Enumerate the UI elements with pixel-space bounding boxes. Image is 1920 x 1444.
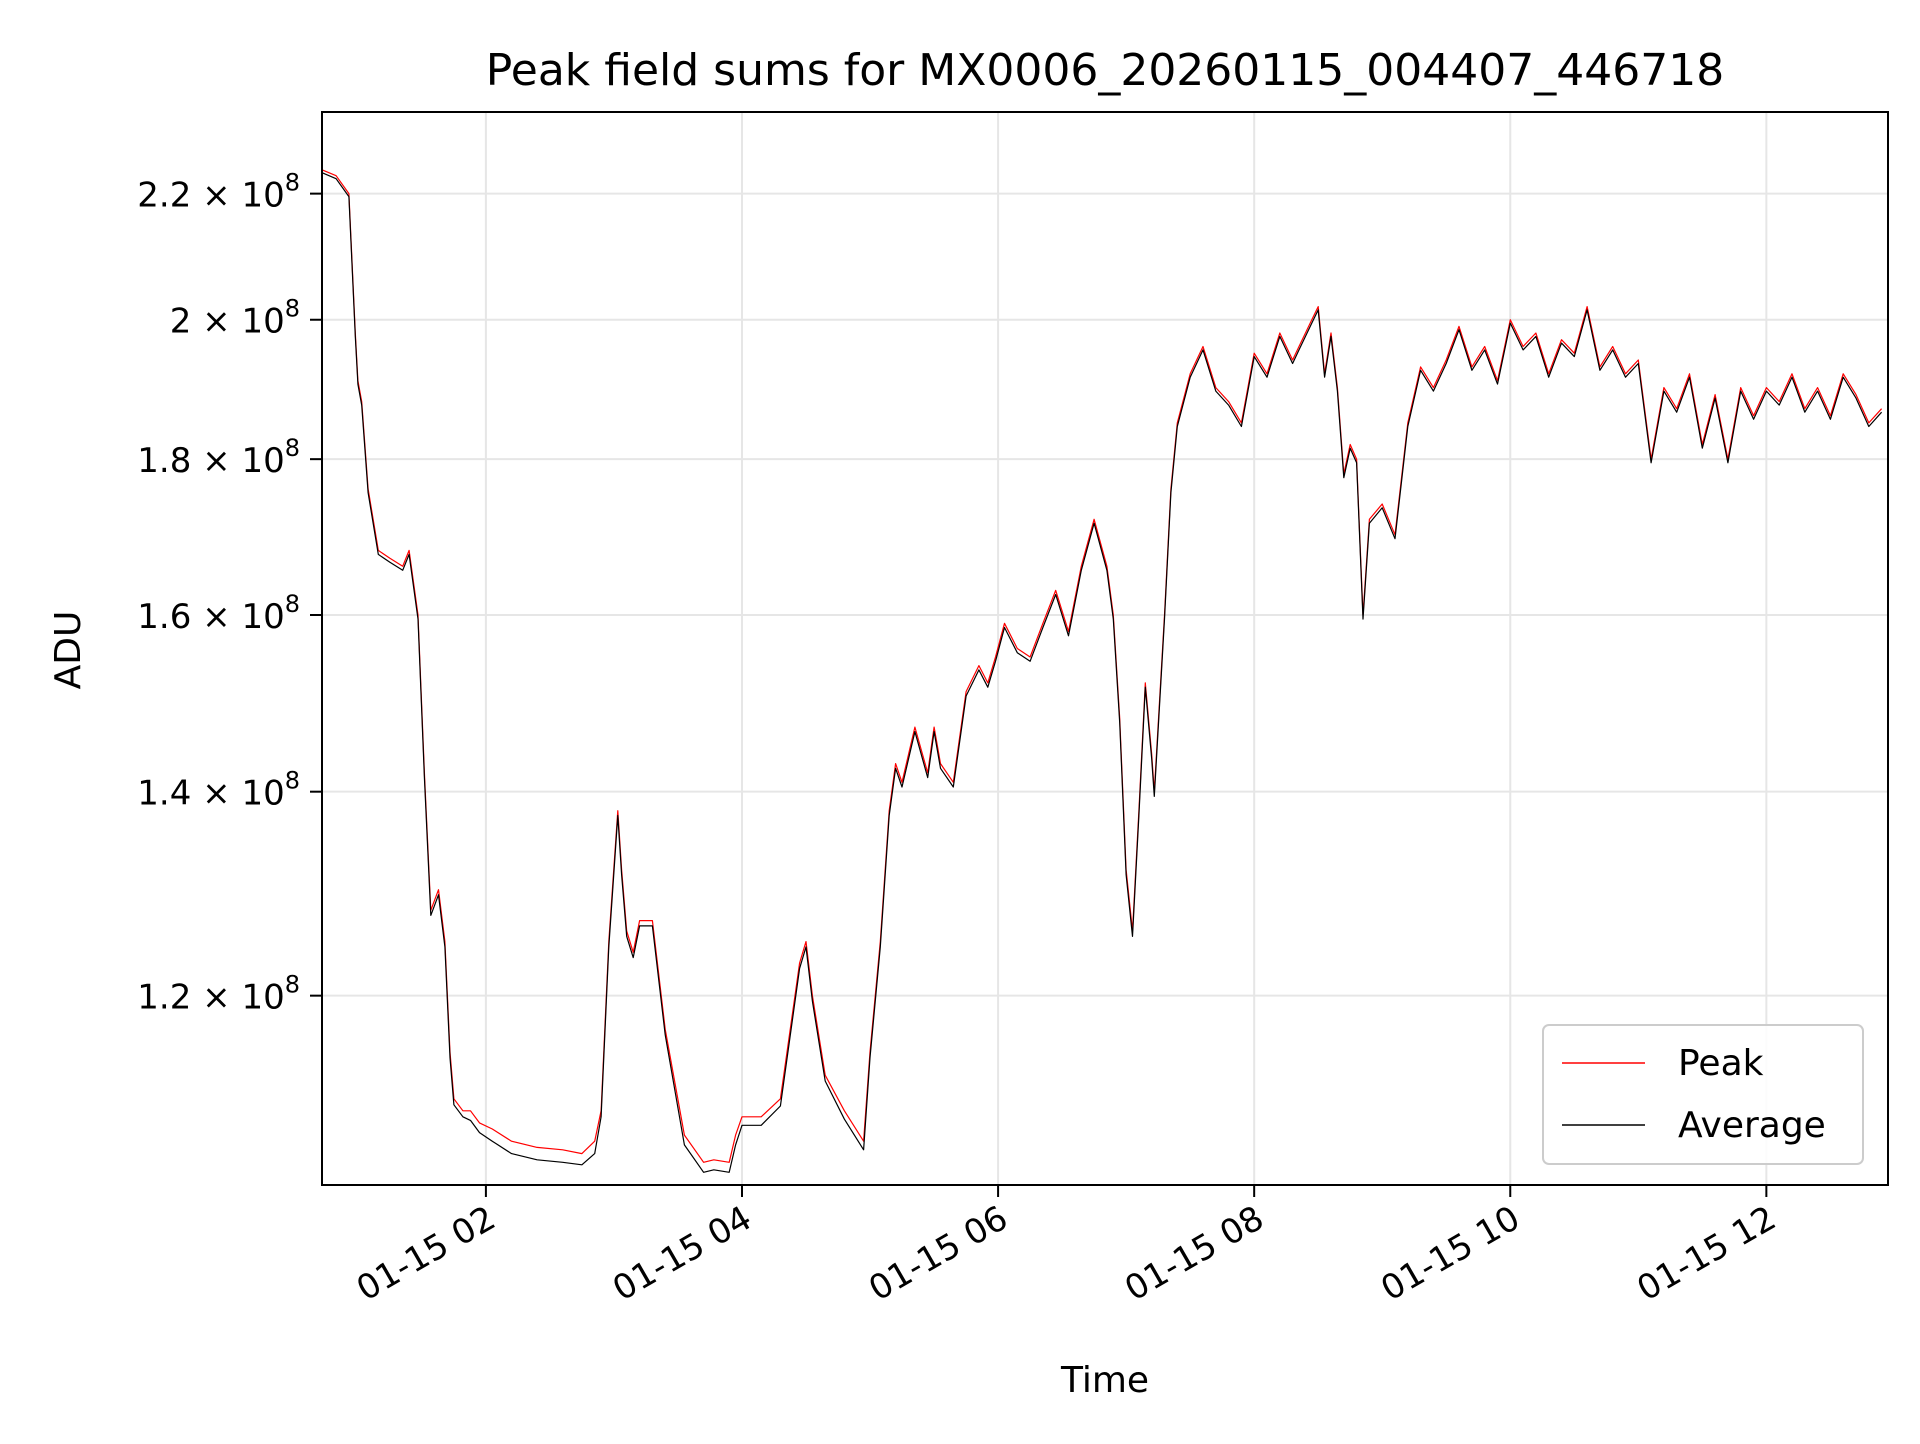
y-tick-label: 1.6 × 108 — [137, 590, 300, 637]
y-axis-label: ADU — [48, 611, 89, 690]
y-tick-times-ten: × 10 — [191, 176, 284, 216]
series-line-average — [321, 172, 1883, 1173]
legend: Peak Average — [1542, 1024, 1864, 1165]
y-tick-label: 1.4 × 108 — [137, 767, 300, 814]
legend-label-peak: Peak — [1678, 1043, 1764, 1084]
legend-label-average: Average — [1678, 1105, 1826, 1146]
y-tick-mantissa: 1.6 — [137, 597, 191, 637]
y-tick-label: 1.2 × 108 — [137, 971, 300, 1018]
y-tick-label: 1.8 × 108 — [137, 434, 300, 481]
legend-box — [1542, 1024, 1864, 1165]
y-tick-exponent: 8 — [285, 169, 300, 197]
plot-frame — [321, 111, 1889, 1186]
chart-title: Peak field sums for MX0006_20260115_0044… — [486, 45, 1724, 96]
y-tick-exponent: 8 — [285, 434, 300, 462]
y-tick-mantissa: 1.4 — [137, 774, 191, 814]
y-tick-label: 2.2 × 108 — [137, 169, 300, 216]
y-tick-times-ten: × 10 — [191, 774, 284, 814]
y-tick-times-ten: × 10 — [191, 441, 284, 481]
y-tick-mantissa: 2 — [170, 302, 192, 342]
y-tick-exponent: 8 — [285, 295, 300, 323]
y-tick-mantissa: 1.8 — [137, 441, 191, 481]
series-line-peak — [321, 169, 1883, 1163]
y-tick-exponent: 8 — [285, 971, 300, 999]
y-tick-times-ten: × 10 — [191, 302, 284, 342]
y-tick-times-ten: × 10 — [191, 597, 284, 637]
y-tick-exponent: 8 — [285, 590, 300, 618]
y-tick-exponent: 8 — [285, 767, 300, 795]
y-tick-times-ten: × 10 — [191, 978, 284, 1018]
x-axis-label: Time — [1060, 1360, 1149, 1401]
series-lines — [321, 169, 1883, 1173]
y-tick-mantissa: 2.2 — [137, 176, 191, 216]
y-tick-mantissa: 1.2 — [137, 978, 191, 1018]
y-tick-label: 2 × 108 — [170, 295, 300, 342]
